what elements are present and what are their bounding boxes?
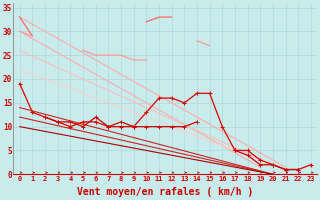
X-axis label: Vent moyen/en rafales ( km/h ): Vent moyen/en rafales ( km/h ) <box>77 187 253 197</box>
